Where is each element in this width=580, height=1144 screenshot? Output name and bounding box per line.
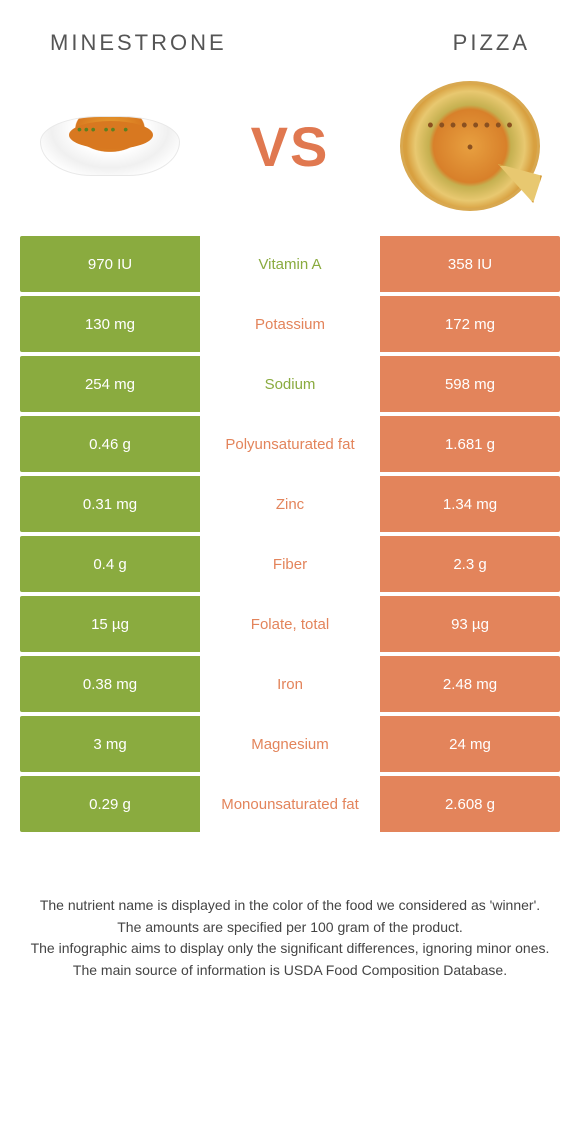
nutrient-label: Folate, total — [200, 596, 380, 652]
table-row: 0.46 gPolyunsaturated fat1.681 g — [20, 416, 560, 472]
value-left: 0.31 mg — [20, 476, 200, 532]
vs-label: VS — [251, 114, 330, 179]
value-left: 0.29 g — [20, 776, 200, 832]
value-right: 358 IU — [380, 236, 560, 292]
footer-line: The infographic aims to display only the… — [30, 939, 550, 959]
pizza-image — [390, 76, 550, 216]
table-row: 254 mgSodium598 mg — [20, 356, 560, 412]
pizza-icon — [400, 81, 540, 211]
value-right: 598 mg — [380, 356, 560, 412]
table-row: 0.31 mgZinc1.34 mg — [20, 476, 560, 532]
value-left: 254 mg — [20, 356, 200, 412]
nutrient-label: Magnesium — [200, 716, 380, 772]
food-title-right: Pizza — [453, 30, 530, 56]
value-right: 2.3 g — [380, 536, 560, 592]
table-row: 0.29 gMonounsaturated fat2.608 g — [20, 776, 560, 832]
value-left: 15 µg — [20, 596, 200, 652]
value-right: 1.681 g — [380, 416, 560, 472]
nutrient-label: Zinc — [200, 476, 380, 532]
value-left: 970 IU — [20, 236, 200, 292]
footer-line: The main source of information is USDA F… — [30, 961, 550, 981]
value-right: 1.34 mg — [380, 476, 560, 532]
minestrone-image — [30, 76, 190, 216]
table-row: 970 IUVitamin A358 IU — [20, 236, 560, 292]
header: Minestrone Pizza — [0, 0, 580, 66]
value-right: 172 mg — [380, 296, 560, 352]
nutrient-table: 970 IUVitamin A358 IU130 mgPotassium172 … — [0, 236, 580, 832]
nutrient-label: Potassium — [200, 296, 380, 352]
nutrient-label: Iron — [200, 656, 380, 712]
footer-line: The nutrient name is displayed in the co… — [30, 896, 550, 916]
footer-line: The amounts are specified per 100 gram o… — [30, 918, 550, 938]
value-left: 3 mg — [20, 716, 200, 772]
soup-bowl-icon — [40, 116, 180, 176]
nutrient-label: Vitamin A — [200, 236, 380, 292]
nutrient-label: Fiber — [200, 536, 380, 592]
nutrient-label: Monounsaturated fat — [200, 776, 380, 832]
vs-row: VS — [0, 66, 580, 236]
table-row: 0.4 gFiber2.3 g — [20, 536, 560, 592]
value-right: 24 mg — [380, 716, 560, 772]
footer-notes: The nutrient name is displayed in the co… — [0, 836, 580, 1002]
value-right: 93 µg — [380, 596, 560, 652]
nutrient-label: Sodium — [200, 356, 380, 412]
table-row: 0.38 mgIron2.48 mg — [20, 656, 560, 712]
nutrient-label: Polyunsaturated fat — [200, 416, 380, 472]
value-left: 0.38 mg — [20, 656, 200, 712]
value-left: 0.4 g — [20, 536, 200, 592]
table-row: 15 µgFolate, total93 µg — [20, 596, 560, 652]
value-left: 0.46 g — [20, 416, 200, 472]
table-row: 130 mgPotassium172 mg — [20, 296, 560, 352]
food-title-left: Minestrone — [50, 30, 227, 56]
value-right: 2.608 g — [380, 776, 560, 832]
value-left: 130 mg — [20, 296, 200, 352]
table-row: 3 mgMagnesium24 mg — [20, 716, 560, 772]
value-right: 2.48 mg — [380, 656, 560, 712]
